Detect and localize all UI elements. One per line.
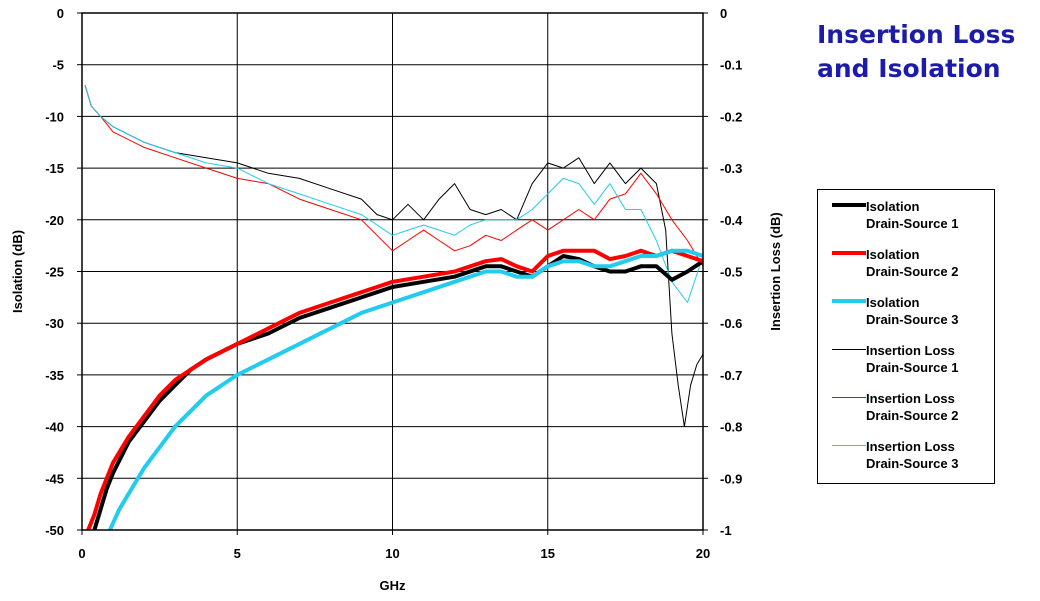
y-left-tick-label: -35	[45, 368, 64, 383]
legend-swatch	[832, 349, 866, 350]
x-tick-label: 10	[385, 546, 399, 561]
ticks-layer: 0 5 10 15 20 0 -5 -10 -15 -20 -25 -30 -35 -40 -45 -50 0 -…	[45, 6, 743, 561]
legend-swatch	[832, 445, 866, 446]
y-right-tick-label: -1	[720, 523, 732, 538]
y-right-tick-label: -0.4	[720, 213, 743, 228]
legend-label-line-2: Drain-Source 3	[866, 312, 959, 327]
legend-label-line-1: Insertion Loss	[866, 391, 955, 406]
legend-label-line-1: Isolation	[866, 247, 920, 262]
legend-label-line-2: Drain-Source 2	[866, 408, 959, 423]
legend-label-line-1: Insertion Loss	[866, 343, 955, 358]
series-line-isolation-drain-source-1	[92, 254, 703, 530]
series-layer	[84, 85, 703, 530]
y-left-tick-label: 0	[57, 6, 64, 21]
y-right-tick-label: -0.2	[720, 109, 742, 124]
y-left-tick-label: -25	[45, 265, 64, 280]
x-tick-label: 15	[541, 546, 555, 561]
legend-item-isolation-ds2: Isolation Drain-Source 2	[828, 246, 993, 286]
series-line-insertion-loss-drain-source-2	[84, 85, 703, 267]
y-left-tick-label: -15	[45, 161, 64, 176]
chart-title: Insertion Loss and Isolation	[817, 18, 1037, 86]
y-right-tick-label: 0	[720, 6, 727, 21]
legend-label-line-1: Isolation	[866, 295, 920, 310]
y-left-tick-label: -50	[45, 523, 64, 538]
series-line-insertion-loss-drain-source-1	[84, 85, 703, 428]
series-line-insertion-loss-drain-source-3	[84, 85, 703, 303]
y-left-tick-label: -40	[45, 420, 64, 435]
legend-label-line-1: Isolation	[866, 199, 920, 214]
series-line-isolation-drain-source-3	[108, 248, 703, 530]
legend-label-line-2: Drain-Source 1	[866, 216, 959, 231]
y-right-tick-label: -0.7	[720, 368, 742, 383]
legend-label-line-1: Insertion Loss	[866, 439, 955, 454]
x-tick-label: 0	[78, 546, 85, 561]
y-right-tick-label: -0.1	[720, 58, 742, 73]
legend-swatch	[832, 397, 866, 398]
legend-item-insertion-loss-ds3: Insertion Loss Drain-Source 3	[828, 438, 993, 478]
y-left-tick-label: -30	[45, 316, 64, 331]
y-right-tick-label: -0.3	[720, 161, 742, 176]
y-left-tick-label: -45	[45, 471, 64, 486]
y-right-tick-label: -0.8	[720, 420, 742, 435]
y-left-tick-label: -5	[52, 58, 64, 73]
series-line-isolation-drain-source-2	[86, 248, 703, 530]
x-tick-label: 20	[696, 546, 710, 561]
legend-item-isolation-ds1: Isolation Drain-Source 1	[828, 198, 993, 238]
legend-item-insertion-loss-ds1: Insertion Loss Drain-Source 1	[828, 342, 993, 382]
legend-item-insertion-loss-ds2: Insertion Loss Drain-Source 2	[828, 390, 993, 430]
y-left-tick-label: -10	[45, 109, 64, 124]
y-right-tick-label: -0.9	[720, 471, 742, 486]
y-axis-left-label: Isolation (dB)	[10, 230, 25, 313]
legend-label-line-2: Drain-Source 1	[866, 360, 959, 375]
y-right-tick-label: -0.6	[720, 316, 742, 331]
x-tick-label: 5	[234, 546, 241, 561]
y-axis-right-label: Insertion Loss (dB)	[768, 212, 783, 330]
legend-item-isolation-ds3: Isolation Drain-Source 3	[828, 294, 993, 334]
legend-label-line-2: Drain-Source 2	[866, 264, 959, 279]
chart-title-line-1: Insertion Loss	[817, 20, 1016, 49]
legend-swatch	[832, 203, 866, 207]
legend-label-line-2: Drain-Source 3	[866, 456, 959, 471]
legend-swatch	[832, 251, 866, 255]
legend: Isolation Drain-Source 1 Isolation Drain…	[817, 189, 995, 484]
chart-title-line-2: and Isolation	[817, 54, 1001, 83]
y-left-tick-label: -20	[45, 213, 64, 228]
y-right-tick-label: -0.5	[720, 265, 742, 280]
legend-swatch	[832, 299, 866, 303]
x-axis-label: GHz	[380, 578, 407, 593]
